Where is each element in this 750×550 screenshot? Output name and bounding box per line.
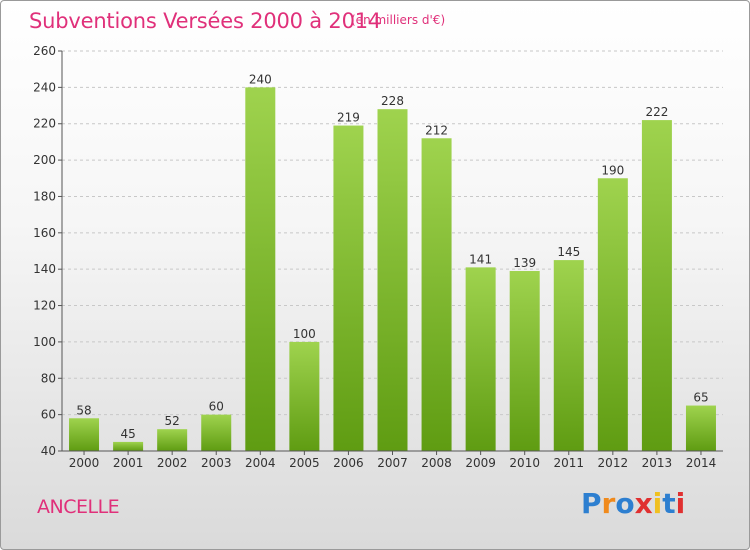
logo-letter: i (675, 487, 686, 520)
data-label: 190 (601, 163, 624, 177)
y-tick-label: 160 (33, 226, 56, 240)
y-tick-label: 120 (33, 299, 56, 313)
data-label: 100 (293, 327, 316, 341)
bar (157, 429, 188, 451)
logo-letter: r (601, 487, 616, 520)
data-label: 212 (425, 123, 448, 137)
data-label: 228 (381, 94, 404, 108)
bar (685, 405, 716, 451)
bar (69, 418, 100, 451)
data-label: 45 (120, 427, 135, 441)
commune-name: ANCELLE (37, 496, 120, 518)
x-tick-label: 2012 (598, 456, 629, 470)
bar (245, 87, 276, 451)
y-tick-label: 100 (33, 335, 56, 349)
bar (553, 260, 584, 451)
bar (377, 109, 408, 451)
data-label: 60 (209, 400, 224, 414)
data-label: 65 (693, 391, 708, 405)
x-tick-label: 2006 (333, 456, 364, 470)
y-tick-label: 260 (33, 44, 56, 58)
bar (333, 125, 364, 451)
data-label: 222 (645, 105, 668, 119)
axes: 40 60 80 100 120 140 160 180 200 220 240 260 2000 200… (33, 44, 723, 470)
bar (289, 341, 320, 451)
y-tick-label: 40 (41, 444, 56, 458)
bar (201, 414, 232, 451)
data-label: 58 (76, 403, 91, 417)
x-tick-label: 2001 (113, 456, 144, 470)
data-label: 240 (249, 72, 272, 86)
bar (113, 441, 144, 451)
x-tick-label: 2000 (69, 456, 100, 470)
logo-letter: x (634, 487, 653, 520)
x-tick-label: 2008 (421, 456, 452, 470)
x-tick-label: 2004 (245, 456, 276, 470)
proxiti-logo[interactable]: Proxiti (581, 487, 685, 520)
x-tick-label: 2009 (465, 456, 496, 470)
bar (597, 178, 628, 452)
logo-letter: i (652, 487, 663, 520)
logo-letter: P (581, 487, 602, 520)
bar (421, 138, 452, 452)
bars: 58 45 52 60 240 100 219 228 212 141 139 145 190 222 65 (69, 72, 716, 452)
x-tick-label: 2011 (553, 456, 584, 470)
data-label: 52 (165, 414, 180, 428)
x-tick-label: 2010 (509, 456, 540, 470)
y-tick-label: 220 (33, 117, 56, 131)
unit-note: (en milliers d'€) (351, 13, 446, 27)
logo-letter: t (662, 487, 676, 520)
bar (641, 120, 672, 451)
y-tick-label: 180 (33, 189, 56, 203)
y-tick-label: 240 (33, 80, 56, 94)
bar (465, 267, 496, 451)
y-tick-label: 140 (33, 262, 56, 276)
x-tick-label: 2013 (642, 456, 673, 470)
x-tick-label: 2002 (157, 456, 188, 470)
logo-letter: o (615, 487, 635, 520)
y-tick-label: 60 (41, 408, 56, 422)
data-label: 139 (513, 256, 536, 270)
y-tick-label: 80 (41, 371, 56, 385)
x-tick-label: 2005 (289, 456, 320, 470)
y-tick-label: 200 (33, 153, 56, 167)
data-label: 219 (337, 111, 360, 125)
data-label: 141 (469, 252, 492, 266)
x-tick-label: 2014 (686, 456, 717, 470)
bar (509, 271, 540, 451)
x-tick-label: 2003 (201, 456, 232, 470)
x-tick-label: 2007 (377, 456, 408, 470)
data-label: 145 (557, 245, 580, 259)
chart-title: Subventions Versées 2000 à 2014 (29, 9, 382, 33)
